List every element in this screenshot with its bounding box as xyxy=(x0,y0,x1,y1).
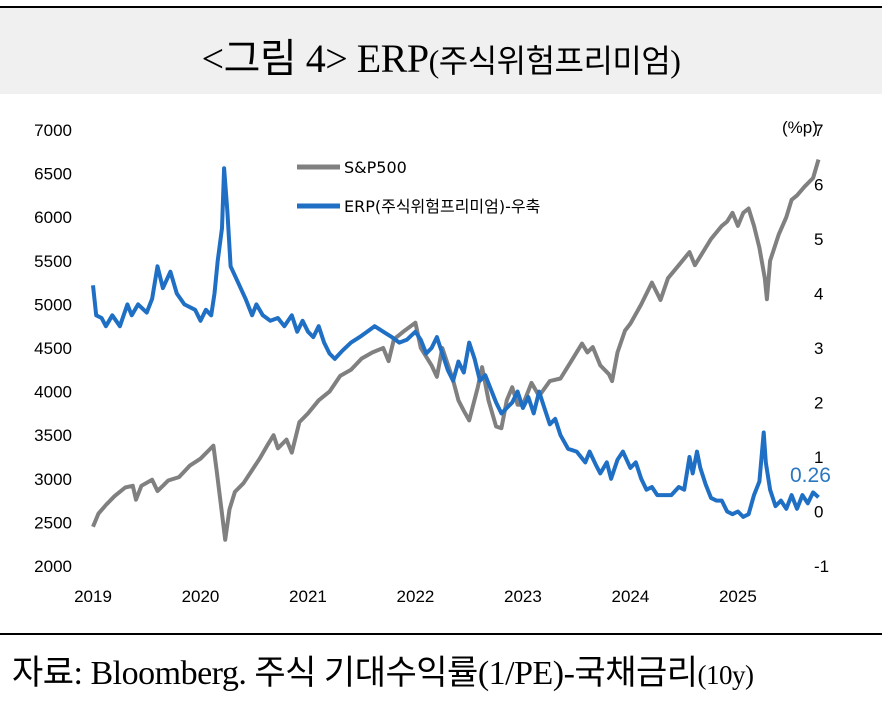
x-tick-label: 2020 xyxy=(182,587,220,606)
series-group xyxy=(91,159,821,542)
right-tick-label: 1 xyxy=(814,448,823,467)
left-tick-label: 7000 xyxy=(34,121,72,140)
left-tick-label: 2500 xyxy=(34,513,72,532)
left-tick-label: 3000 xyxy=(34,470,72,489)
x-tick-label: 2019 xyxy=(74,587,112,606)
x-tick-label: 2025 xyxy=(719,587,757,606)
top-border-line xyxy=(0,6,882,8)
figure-title-paren: (주식위험프리미엄) xyxy=(428,43,681,79)
erp-last-value-label: 0.26 xyxy=(790,464,831,487)
chart-svg: 2000250030003500400045005000550060006500… xyxy=(34,118,831,606)
left-tick-label: 5500 xyxy=(34,252,72,271)
erp-line xyxy=(91,166,820,519)
left-tick-label: 6000 xyxy=(34,208,72,227)
legend: S&P500 ERP(주식위험프리미엄)-우축 xyxy=(297,158,540,216)
left-tick-label: 3500 xyxy=(34,426,72,445)
title-band xyxy=(0,8,882,94)
left-tick-label: 5000 xyxy=(34,295,72,314)
left-tick-label: 6500 xyxy=(34,165,72,184)
x-tick-label: 2023 xyxy=(504,587,542,606)
source-note: 자료: Bloomberg. 주식 기대수익률(1/PE)-국채금리(10y) xyxy=(12,645,754,694)
right-axis-unit-label: (%p) xyxy=(782,118,818,137)
bottom-border-line xyxy=(0,633,882,635)
left-axis-ticks: 2000 2500 3000 3500 4000 4500 5000 5500 6000 6500… xyxy=(34,121,72,576)
sp500-line xyxy=(91,159,821,542)
right-axis-ticks: -1 0 1 2 3 4 5 6 7 xyxy=(814,121,829,576)
left-tick-label: 2000 xyxy=(34,557,72,576)
right-tick-label: 3 xyxy=(814,339,823,358)
left-tick-label: 4000 xyxy=(34,383,72,402)
source-note-small: (10y) xyxy=(697,660,754,690)
right-tick-label: -1 xyxy=(814,557,829,576)
legend-label-erp: ERP(주식위험프리미엄)-우축 xyxy=(344,197,540,216)
x-tick-label: 2021 xyxy=(289,587,327,606)
right-tick-label: 4 xyxy=(814,285,823,304)
figure-title: <그림 4> ERP(주식위험프리미엄) xyxy=(0,26,882,84)
right-tick-label: 2 xyxy=(814,394,823,413)
legend-label-sp500: S&P500 xyxy=(344,158,407,177)
right-tick-label: 6 xyxy=(814,176,823,195)
right-tick-label: 0 xyxy=(814,503,823,522)
left-tick-label: 4500 xyxy=(34,339,72,358)
x-axis-ticks: 2019 2020 2021 2022 2023 2024 2025 xyxy=(74,587,757,606)
x-tick-label: 2024 xyxy=(611,587,649,606)
x-tick-label: 2022 xyxy=(397,587,435,606)
right-tick-label: 5 xyxy=(814,230,823,249)
right-tick-label: 7 xyxy=(814,121,823,140)
source-note-main: 자료: Bloomberg. 주식 기대수익률(1/PE)-국채금리 xyxy=(12,655,698,692)
figure-title-main: <그림 4> ERP xyxy=(201,36,430,81)
